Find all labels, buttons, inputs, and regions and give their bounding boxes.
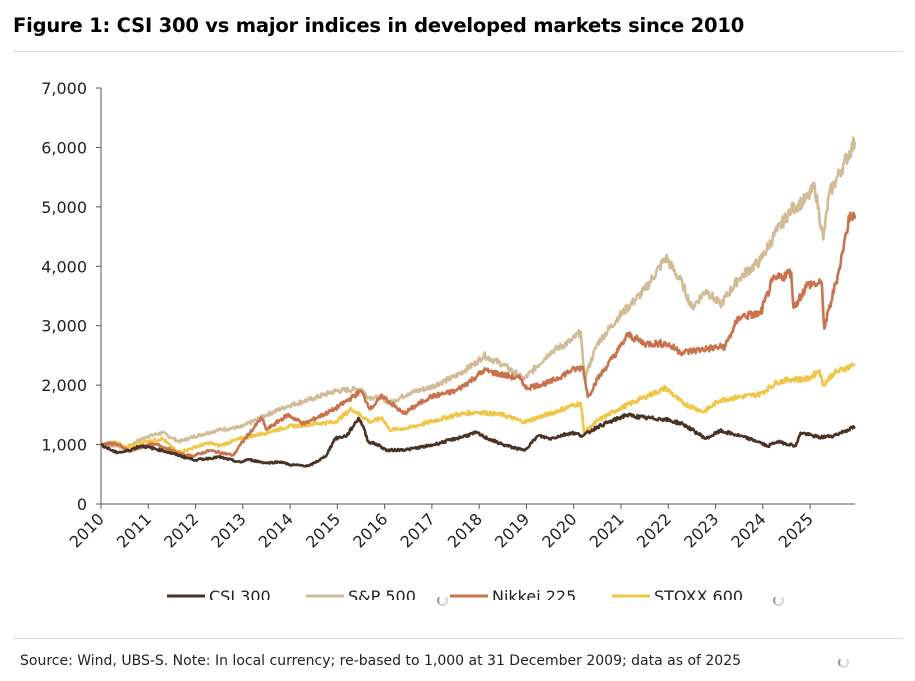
chart-title: Figure 1: CSI 300 vs major indices in de… xyxy=(13,14,745,37)
x-axis: 2010 2011 2012 2013 2014 2015 2016 2017 2018 2019… xyxy=(66,503,855,552)
legend-item: CSI 300 xyxy=(167,587,271,600)
y-axis: 0 1,000 2,000 3,000 4,000 5,000 6,000 7,000 xyxy=(41,79,102,514)
title-divider xyxy=(13,51,903,52)
legend-item: Nikkei 225 xyxy=(450,587,576,600)
x-tick-label: 2025 xyxy=(775,509,817,551)
x-tick-label: 2023 xyxy=(680,509,722,551)
loading-spinner-icon xyxy=(773,595,784,606)
x-tick-label: 2013 xyxy=(207,509,249,551)
loading-spinner-icon xyxy=(437,595,448,606)
x-tick-label: 2017 xyxy=(397,509,439,551)
x-tick-label: 2019 xyxy=(491,509,533,551)
x-tick-label: 2020 xyxy=(538,509,580,551)
x-tick-label: 2021 xyxy=(586,509,628,551)
legend-label: CSI 300 xyxy=(209,587,271,600)
legend-label: Nikkei 225 xyxy=(492,587,576,600)
series-line-stoxx-600 xyxy=(100,362,856,454)
series-line-csi-300 xyxy=(100,412,856,468)
y-tick-label: 5,000 xyxy=(41,198,87,217)
x-tick-label: 2022 xyxy=(633,509,675,551)
line-chart: 0 1,000 2,000 3,000 4,000 5,000 6,000 7,000 201… xyxy=(41,79,857,600)
series-line-nikkei-225 xyxy=(100,211,857,458)
x-tick-label: 2015 xyxy=(302,509,344,551)
loading-spinner-icon xyxy=(838,657,849,668)
legend: CSI 300 S&P 500 Nikkei 225 STOXX 600 xyxy=(167,587,743,600)
series-line-s-p-500 xyxy=(100,136,857,450)
x-tick-label: 2016 xyxy=(349,509,391,551)
x-tick-label: 2010 xyxy=(66,509,108,551)
y-tick-label: 1,000 xyxy=(41,436,87,455)
legend-item: S&P 500 xyxy=(306,587,416,600)
source-note: Source: Wind, UBS-S. Note: In local curr… xyxy=(20,653,742,669)
x-tick-label: 2024 xyxy=(727,509,769,551)
y-tick-label: 0 xyxy=(77,495,87,514)
y-tick-label: 6,000 xyxy=(41,138,87,157)
x-tick-label: 2012 xyxy=(160,509,202,551)
legend-item: STOXX 600 xyxy=(612,587,743,600)
y-tick-label: 3,000 xyxy=(41,317,87,336)
x-tick-label: 2018 xyxy=(444,509,486,551)
series-lines xyxy=(100,136,857,468)
legend-label: STOXX 600 xyxy=(654,587,743,600)
source-divider xyxy=(13,638,903,639)
y-tick-label: 7,000 xyxy=(41,79,87,98)
y-tick-label: 2,000 xyxy=(41,376,87,395)
legend-label: S&P 500 xyxy=(348,587,416,600)
x-tick-label: 2014 xyxy=(255,509,297,551)
y-tick-label: 4,000 xyxy=(41,257,87,276)
x-tick-label: 2011 xyxy=(113,509,155,551)
